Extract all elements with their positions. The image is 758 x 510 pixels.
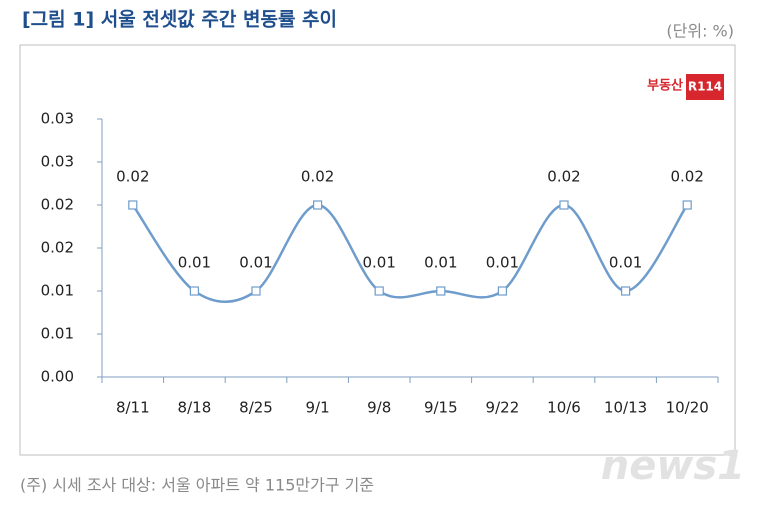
line: [131, 203, 689, 303]
marker: [436, 286, 446, 296]
x-tick-label: 8/11: [116, 399, 150, 417]
y-tick-label: 0.02: [41, 239, 74, 257]
x-tick-label: 8/18: [178, 399, 212, 417]
marker: [313, 200, 323, 210]
data-label: 0.01: [486, 254, 519, 272]
logo-text: 부동산: [647, 78, 683, 94]
chart-frame: [19, 44, 736, 456]
y-tick-label: 0.03: [41, 110, 74, 128]
x-tick-label: 9/1: [306, 399, 330, 417]
x-tick-label: 10/20: [666, 399, 709, 417]
chart-title: [그림 1] 서울 전셋값 주간 변동률 추이: [22, 9, 337, 31]
x-tick-label: 8/25: [239, 399, 273, 417]
y-tick-label: 0.03: [41, 153, 74, 171]
data-label: 0.01: [609, 254, 642, 272]
marker: [251, 286, 261, 296]
data-label: 0.01: [424, 254, 457, 272]
marker: [189, 286, 199, 296]
logo-badge: [686, 74, 724, 100]
y-tick-label: 0.01: [41, 325, 74, 343]
marker: [128, 200, 138, 210]
marker: [497, 286, 507, 296]
data-label: 0.01: [362, 254, 395, 272]
x-tick-label: 9/22: [486, 399, 520, 417]
data-label: 0.01: [178, 254, 211, 272]
footnote: (주) 시세 조사 대상: 서울 아파트 약 115만가구 기준: [20, 476, 374, 495]
x-tick-label: 10/6: [547, 399, 581, 417]
data-label: 0.02: [547, 168, 580, 186]
marker: [374, 286, 384, 296]
unit-label: (단위: %): [666, 22, 734, 41]
data-label: 0.02: [670, 168, 703, 186]
y-tick-label: 0.02: [41, 196, 74, 214]
logo-badge-text: R114: [688, 80, 722, 94]
data-label: 0.01: [239, 254, 272, 272]
data-label: 0.02: [301, 168, 334, 186]
marker: [559, 200, 569, 210]
data-label: 0.02: [116, 168, 149, 186]
y-tick-label: 0.00: [41, 368, 74, 386]
watermark: news1: [601, 443, 745, 489]
y-tick-label: 0.01: [41, 282, 74, 300]
x-tick-label: 10/13: [604, 399, 647, 417]
marker: [682, 200, 692, 210]
marker: [620, 286, 631, 296]
x-tick-label: 9/8: [367, 399, 391, 417]
x-tick-label: 9/15: [424, 399, 458, 417]
